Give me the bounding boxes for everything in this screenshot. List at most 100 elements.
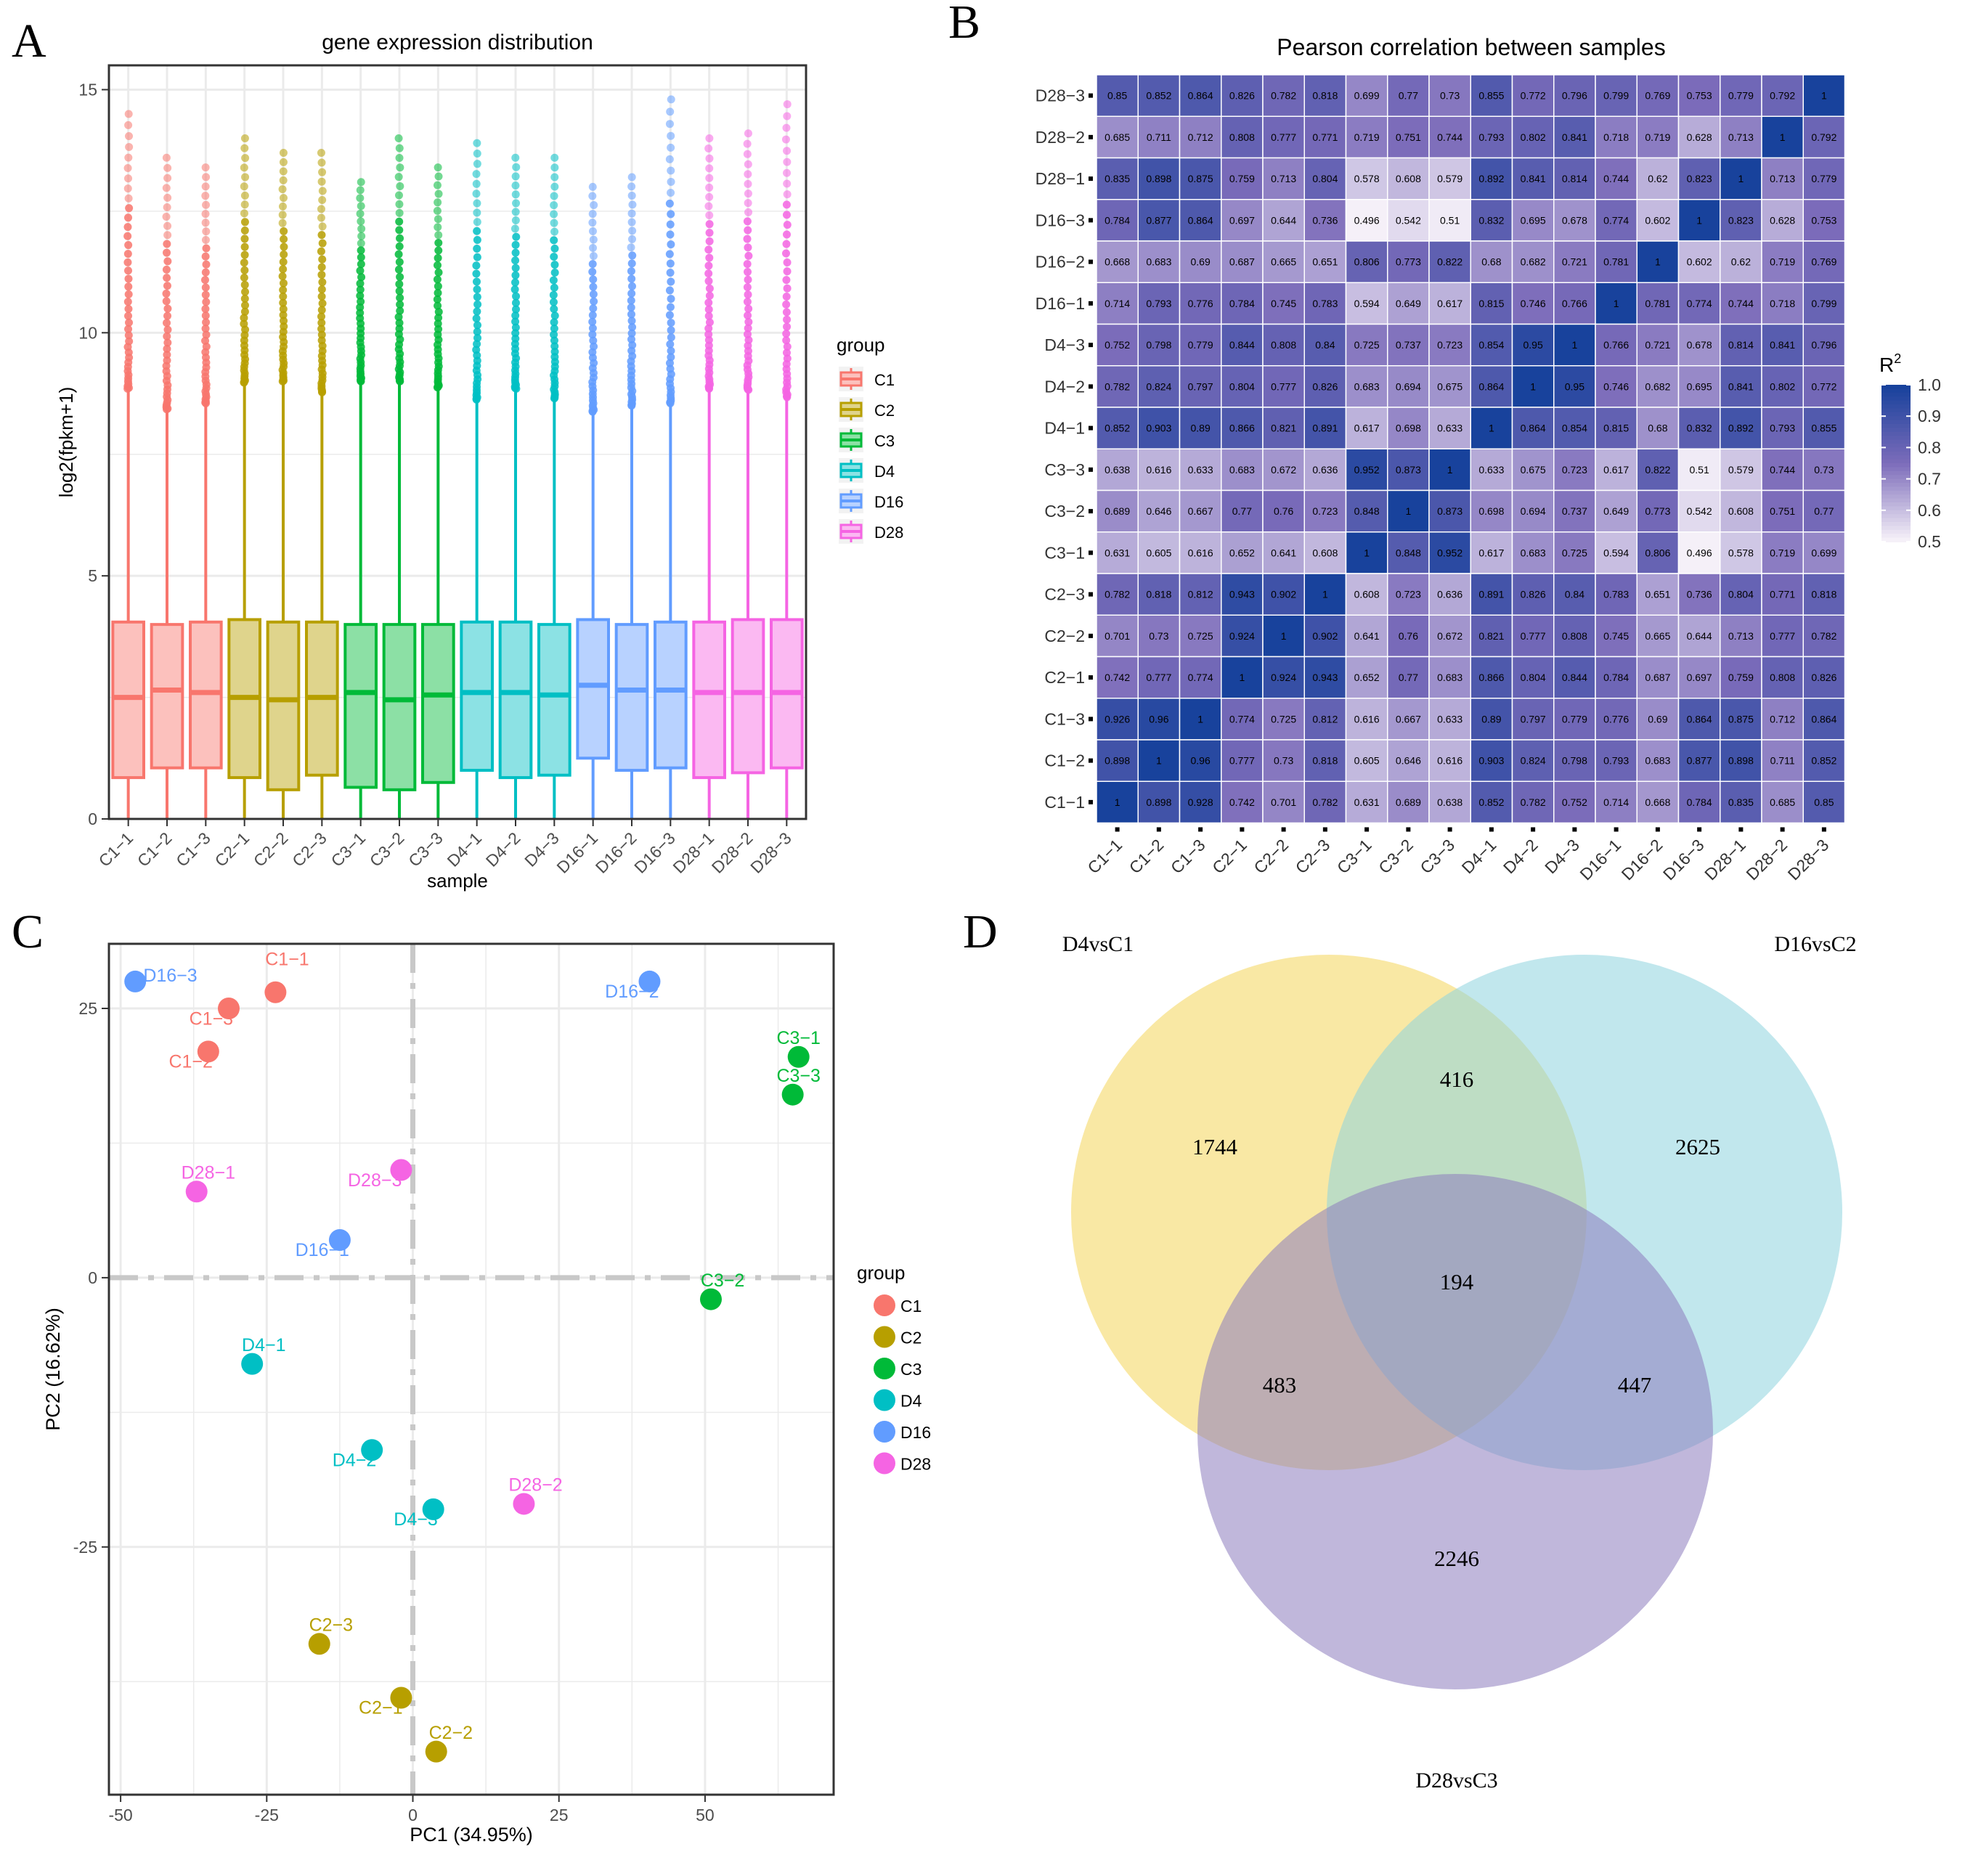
outlier-point [434, 268, 443, 277]
x-tick [1821, 827, 1826, 832]
legend-colorbar-segment [1881, 444, 1911, 449]
y-tick-label: 15 [78, 80, 97, 99]
outlier-point [357, 224, 366, 233]
heatmap-cell-label: 0.793 [1478, 131, 1504, 143]
outlier-point [124, 266, 133, 275]
heatmap-cell-label: 0.804 [1312, 173, 1338, 184]
outlier-point [395, 258, 404, 266]
outlier-point [473, 285, 481, 294]
heatmap-cell-label: 0.62 [1648, 173, 1667, 184]
heatmap-cell [1345, 199, 1388, 242]
heatmap-cell-label: 0.675 [1437, 380, 1462, 392]
outlier-point [434, 189, 443, 198]
y-tick-label: D16−1 [1036, 294, 1085, 313]
heatmap-cell-label: 0.602 [1645, 214, 1670, 226]
heatmap-cell-label: 0.638 [1437, 796, 1462, 808]
box-body [150, 623, 184, 770]
heatmap-cell-label: 0.699 [1811, 547, 1836, 558]
outlier-point [163, 356, 171, 365]
heatmap-cell-label: 0.714 [1603, 796, 1629, 808]
outlier-point [473, 218, 481, 227]
heatmap-cell-label: 0.668 [1645, 796, 1670, 808]
box-D16−1 [576, 182, 610, 819]
outlier-point [511, 271, 520, 280]
outlier-point [550, 330, 558, 339]
y-tick [1089, 93, 1093, 98]
outlier-point [202, 318, 211, 327]
heatmap-cell-label: 0.667 [1188, 505, 1213, 517]
heatmap-cell-label: 0.644 [1271, 214, 1296, 226]
outlier-point [705, 183, 714, 192]
outlier-point [744, 324, 752, 333]
outlier-point [550, 219, 558, 227]
legend-colorbar-segment [1881, 416, 1911, 421]
heatmap-cell-label: 0.665 [1645, 630, 1670, 642]
outlier-point [356, 280, 365, 288]
heatmap-cell [1428, 698, 1471, 741]
outlier-point [124, 325, 133, 333]
outlier-point [394, 265, 403, 274]
outlier-point [704, 202, 713, 211]
outlier-point [318, 278, 327, 287]
heatmap-cell-label: 0.737 [1396, 339, 1421, 351]
outlier-point [667, 333, 675, 342]
heatmap-cell-label: 0.784 [1603, 672, 1629, 683]
outlier-point [356, 266, 365, 275]
heatmap-cell-label: 0.651 [1645, 589, 1670, 600]
heatmap-cell-label: 0.898 [1104, 755, 1130, 767]
heatmap-cell-label: 0.687 [1645, 672, 1670, 683]
x-tick-label: D16−3 [630, 828, 679, 877]
x-tick-label: D4−2 [1500, 836, 1542, 878]
heatmap-cell-label: 0.633 [1437, 713, 1462, 725]
legend-label: C2 [900, 1329, 922, 1347]
heatmap-cell-label: 0.76 [1274, 505, 1293, 517]
heatmap-cell-label: 0.753 [1687, 90, 1712, 102]
outlier-point [628, 323, 637, 332]
panel-label-a: A [12, 15, 46, 68]
outlier-point [627, 173, 636, 182]
heatmap-cell-label: 0.579 [1437, 173, 1462, 184]
legend-colorbar-segment [1881, 510, 1911, 515]
heatmap-cell-label: 0.875 [1728, 713, 1754, 725]
heatmap-cell-label: 0.683 [1146, 256, 1171, 268]
heatmap-cell [1595, 365, 1638, 408]
outlier-point [627, 209, 636, 218]
x-tick-label: D16−3 [1659, 836, 1708, 884]
heatmap-cell-label: 0.902 [1271, 589, 1296, 600]
outlier-point [202, 330, 211, 339]
x-tick-label: C3−1 [327, 828, 369, 870]
outlier-point [163, 193, 172, 202]
heatmap-cell-label: 0.864 [1811, 713, 1836, 725]
heatmap-cell-label: 0.772 [1521, 90, 1546, 102]
pca-point-label: C3−1 [776, 1028, 820, 1048]
outlier-point [744, 170, 752, 179]
legend-colorbar-segment [1881, 424, 1911, 429]
legend-title: group [857, 1262, 906, 1284]
outlier-point [549, 290, 558, 299]
box-D28−2 [731, 129, 765, 819]
heatmap-cell [1096, 157, 1139, 200]
x-tick-label: C3−3 [1416, 836, 1458, 878]
outlier-point [123, 184, 132, 193]
x-tick-label: 0 [408, 1806, 418, 1824]
y-tick [1089, 550, 1093, 555]
y-tick [1089, 425, 1093, 431]
outlier-point [201, 336, 210, 345]
outlier-point [280, 250, 288, 259]
heatmap-cell [1470, 739, 1513, 782]
outlier-point [744, 189, 752, 198]
heatmap-cell-label: 0.826 [1811, 672, 1836, 683]
heatmap-cell-label: 0.617 [1603, 464, 1629, 476]
outlier-point [667, 210, 675, 219]
heatmap-cell-label: 1 [1489, 423, 1494, 434]
heatmap-cell [1470, 74, 1513, 117]
y-tick-label: D28−3 [1036, 86, 1085, 105]
heatmap-cell-label: 0.85 [1107, 90, 1127, 102]
outlier-point [704, 245, 713, 254]
box-body [731, 618, 765, 775]
heatmap-cell [1802, 489, 1846, 533]
heatmap-cell-label: 0.776 [1188, 298, 1213, 309]
heatmap-cell [1221, 240, 1264, 283]
heatmap-cell-label: 0.892 [1478, 173, 1504, 184]
outlier-point [744, 251, 753, 260]
